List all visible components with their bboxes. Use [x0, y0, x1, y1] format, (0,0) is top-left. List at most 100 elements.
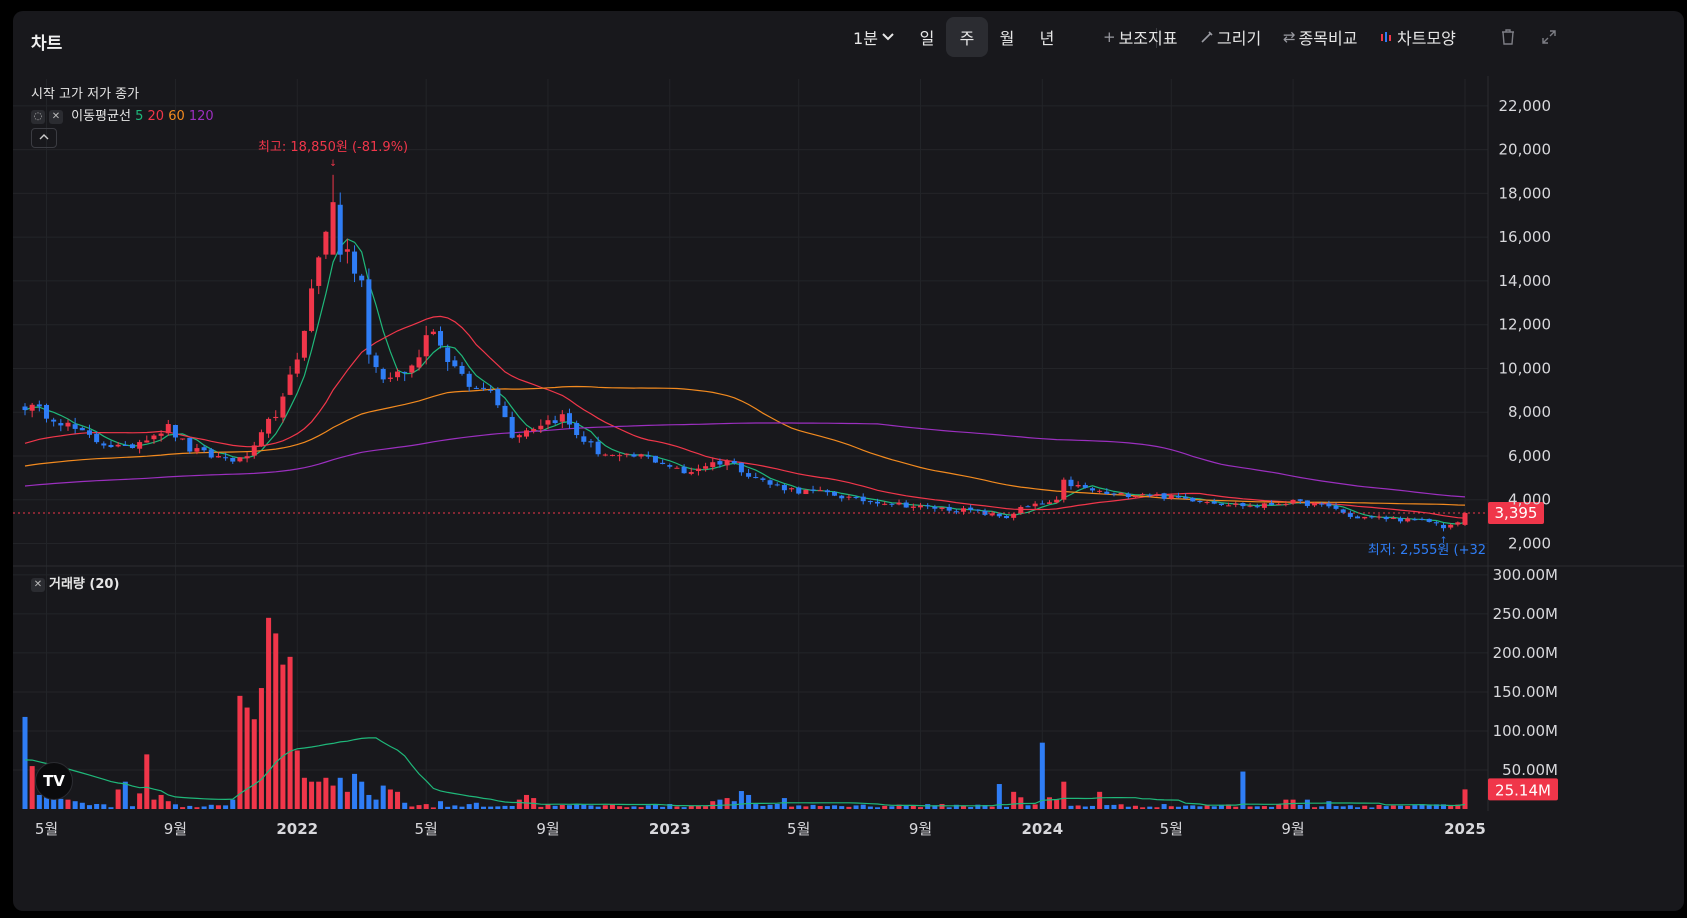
volume-bar: [301, 777, 307, 809]
volume-bar: [1376, 804, 1382, 809]
candle-body: [810, 489, 816, 491]
volume-bar: [566, 805, 572, 809]
volume-bar: [280, 664, 286, 809]
low-arrow-icon: ↑: [1440, 536, 1448, 546]
candle: [832, 491, 838, 497]
volume-bar: [1104, 805, 1110, 809]
candle-body: [516, 435, 522, 438]
candle: [1204, 500, 1210, 505]
volume-bar: [1455, 804, 1461, 809]
compare-button[interactable]: ⇄ 종목비교: [1283, 17, 1357, 57]
candle-body: [459, 365, 465, 374]
volume-bar: [789, 806, 795, 809]
volume-bar: [51, 798, 57, 809]
candle-body: [738, 462, 744, 473]
eye-off-icon[interactable]: ◌: [31, 109, 45, 124]
candle-body: [939, 507, 945, 509]
volume-bar: [910, 805, 916, 809]
candle: [781, 483, 787, 494]
tab-year[interactable]: 년: [1039, 29, 1055, 48]
close-icon[interactable]: ✕: [49, 109, 63, 124]
tradingview-logo-icon[interactable]: TV: [35, 762, 73, 800]
candle: [495, 387, 501, 408]
trash-icon: [1502, 29, 1514, 45]
candle: [251, 441, 257, 459]
candle-icon: [1381, 32, 1391, 42]
volume-bar: [344, 791, 350, 809]
volume-bar: [953, 804, 959, 809]
volume-bar: [810, 804, 816, 809]
volume-bar: [803, 806, 809, 809]
draw-button[interactable]: 그리기: [1200, 17, 1261, 57]
candle: [595, 436, 601, 457]
volume-bar: [423, 804, 429, 809]
candle: [602, 453, 608, 457]
candle: [1369, 515, 1375, 519]
volume-bar: [1405, 805, 1411, 809]
candle: [882, 501, 888, 506]
volume-bar: [1326, 801, 1332, 809]
volume-bar: [1175, 806, 1181, 809]
candle-body: [473, 387, 479, 389]
volume-bar: [495, 806, 501, 809]
candle: [423, 325, 429, 365]
tab-day[interactable]: 일: [919, 29, 935, 48]
volume-bar: [251, 719, 257, 809]
volume-bar: [215, 805, 221, 809]
candle: [1161, 492, 1167, 501]
volume-bar: [1039, 742, 1045, 809]
candle: [710, 457, 716, 471]
candle-body: [674, 467, 680, 469]
trash-button[interactable]: [1498, 17, 1518, 57]
high-annotation: 최고: 18,850원 (-81.9%): [258, 140, 408, 155]
candle: [581, 431, 587, 445]
collapse-legend-button[interactable]: [31, 128, 57, 148]
candle: [294, 352, 300, 378]
indicator-button[interactable]: + 보조지표: [1103, 17, 1177, 57]
volume-bar: [1290, 799, 1296, 809]
candle-body: [1405, 518, 1411, 522]
tab-1min[interactable]: 1분: [851, 17, 897, 57]
candle: [824, 489, 830, 496]
candle-body: [43, 404, 49, 419]
x-axis-label: 2025: [1444, 820, 1486, 838]
candle: [925, 503, 931, 510]
chevron-down-icon: [882, 33, 894, 41]
volume-bar: [1333, 806, 1339, 809]
candle-body: [860, 496, 866, 502]
volume-bar: [172, 804, 178, 809]
tab-week[interactable]: 주: [946, 17, 988, 57]
candle: [1233, 501, 1239, 508]
candle: [459, 362, 465, 376]
volume-bar: [1448, 805, 1454, 809]
candle-body: [832, 491, 838, 496]
candle-body: [1226, 505, 1232, 507]
candle: [767, 479, 773, 489]
candle: [860, 493, 866, 505]
tab-month[interactable]: 월: [999, 29, 1015, 48]
expand-button[interactable]: [1539, 17, 1559, 57]
candle: [1405, 516, 1411, 523]
volume-bar: [932, 805, 938, 809]
candle-body: [194, 448, 200, 452]
candle: [946, 504, 952, 514]
volume-bar: [158, 794, 164, 809]
volume-bar: [695, 805, 701, 809]
volume-bar: [1226, 804, 1232, 809]
candle-body: [352, 251, 358, 274]
candle: [588, 438, 594, 448]
candle: [266, 417, 272, 438]
candle: [72, 417, 78, 434]
volume-bar: [1154, 807, 1160, 809]
candle-body: [925, 505, 931, 507]
candle: [746, 468, 752, 479]
candle: [516, 433, 522, 443]
chart-style-button[interactable]: 차트모양: [1380, 17, 1456, 57]
candle-body: [1089, 488, 1095, 491]
close-icon[interactable]: ✕: [31, 577, 45, 592]
chart-svg[interactable]: 3,395 최고: 18,850원 (-81.9%) ↓ ↑최저: 2,555원 (+…: [13, 11, 1684, 911]
candle: [244, 452, 250, 463]
candle-body: [1362, 516, 1368, 519]
volume-bar: [1462, 789, 1468, 809]
volume-bar: [1183, 805, 1189, 809]
